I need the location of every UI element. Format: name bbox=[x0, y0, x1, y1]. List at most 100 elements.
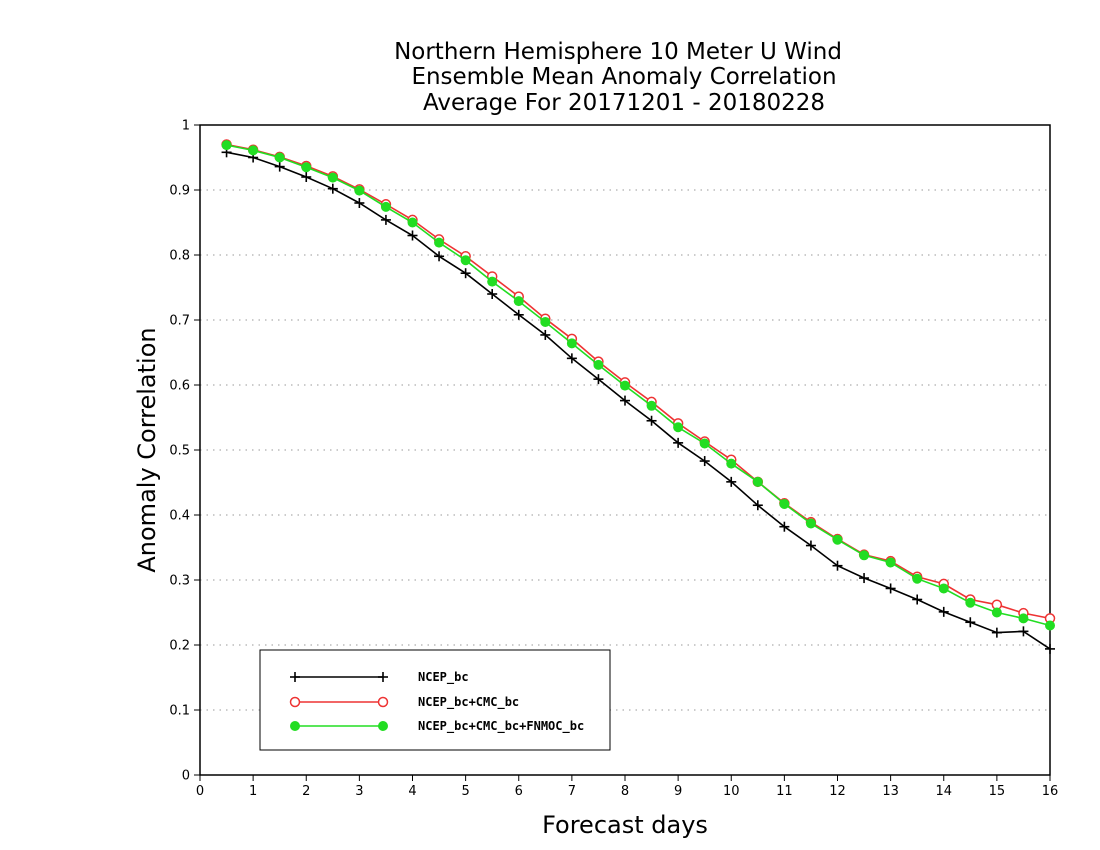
data-point bbox=[290, 672, 300, 682]
legend: NCEP_bc NCEP_bc+CMC_bc NCEP_bc+CMC_bc+FNMO… bbox=[259, 649, 611, 751]
legend-box bbox=[259, 649, 611, 751]
data-point bbox=[805, 518, 816, 529]
data-point bbox=[540, 329, 551, 340]
x-tick-label: 10 bbox=[723, 784, 740, 799]
x-tick-label: 0 bbox=[196, 784, 204, 799]
legend-entry: NCEP_bc bbox=[290, 670, 469, 685]
data-point bbox=[965, 597, 976, 608]
y-tick-label: 0.5 bbox=[169, 444, 190, 459]
data-point bbox=[513, 309, 524, 320]
data-point bbox=[1018, 613, 1029, 624]
legend-label: NCEP_bc bbox=[418, 670, 469, 685]
legend-entry: NCEP_bc+CMC_bc+FNMOC_bc bbox=[290, 719, 584, 734]
data-point bbox=[620, 380, 630, 391]
x-tick-label: 4 bbox=[408, 784, 416, 799]
data-point bbox=[779, 498, 790, 509]
data-point bbox=[779, 521, 790, 532]
title-line-1: Northern Hemisphere 10 Meter U Wind bbox=[394, 39, 842, 65]
x-tick-label: 7 bbox=[568, 784, 576, 799]
data-point bbox=[407, 217, 418, 228]
data-point bbox=[646, 400, 657, 411]
y-axis-label: Anomaly Correlation bbox=[133, 327, 161, 572]
data-point bbox=[274, 152, 285, 163]
data-point bbox=[274, 161, 285, 172]
x-tick-label: 8 bbox=[621, 784, 629, 799]
x-tick-label: 11 bbox=[776, 784, 793, 799]
legend-label: NCEP_bc+CMC_bc+FNMOC_bc bbox=[418, 719, 584, 734]
grid-lines bbox=[200, 189, 1050, 711]
title-line-3: Average For 20171201 - 20180228 bbox=[423, 90, 825, 116]
data-point bbox=[912, 594, 923, 605]
x-tick-label: 12 bbox=[829, 784, 846, 799]
data-point bbox=[354, 185, 365, 196]
chart-title: Northern Hemisphere 10 Meter U Wind Ense… bbox=[394, 39, 842, 116]
data-point bbox=[752, 500, 763, 511]
y-tick-label: 0.2 bbox=[169, 639, 190, 654]
x-tick-label: 9 bbox=[674, 784, 682, 799]
series-2 bbox=[221, 140, 1055, 631]
x-tick-label: 6 bbox=[515, 784, 523, 799]
title-line-2: Ensemble Mean Anomaly Correlation bbox=[411, 64, 836, 90]
series-line bbox=[226, 143, 1051, 620]
series-line bbox=[226, 144, 1051, 627]
data-point bbox=[380, 201, 391, 212]
series-1 bbox=[221, 139, 1056, 624]
data-point bbox=[513, 296, 524, 307]
axis-ticks: 00.10.20.30.40.50.60.70.80.910 1 2 3 4 5 6 7 8 9 1… bbox=[169, 119, 1058, 800]
y-tick-label: 1 bbox=[182, 119, 190, 134]
legend-label: NCEP_bc+CMC_bc bbox=[418, 695, 519, 710]
x-tick-label: 14 bbox=[935, 784, 952, 799]
y-tick-label: 0.1 bbox=[169, 704, 190, 719]
data-point bbox=[434, 237, 445, 248]
y-tick-label: 0.9 bbox=[169, 184, 190, 199]
x-tick-label: 3 bbox=[355, 784, 363, 799]
data-point bbox=[859, 573, 870, 584]
legend-entries: NCEP_bc NCEP_bc+CMC_bc NCEP_bc+CMC_bc+FNMO… bbox=[289, 670, 584, 734]
data-point bbox=[593, 374, 604, 385]
y-tick-label: 0.7 bbox=[169, 314, 190, 329]
data-point bbox=[540, 316, 551, 327]
data-point bbox=[566, 338, 577, 349]
data-point bbox=[673, 422, 684, 433]
data-series bbox=[221, 139, 1056, 654]
data-point bbox=[290, 721, 300, 731]
data-point bbox=[378, 672, 388, 682]
y-tick-label: 0.3 bbox=[169, 574, 190, 589]
data-point bbox=[327, 183, 338, 194]
legend-entry: NCEP_bc+CMC_bc bbox=[289, 695, 519, 710]
data-point bbox=[378, 721, 388, 731]
data-point bbox=[593, 359, 604, 370]
data-point bbox=[460, 255, 471, 266]
data-point bbox=[327, 172, 338, 183]
data-point bbox=[1018, 626, 1029, 637]
data-point bbox=[752, 476, 763, 487]
data-point bbox=[832, 560, 843, 571]
data-point bbox=[991, 607, 1002, 618]
data-point bbox=[965, 617, 976, 628]
data-point bbox=[620, 395, 630, 406]
data-point bbox=[859, 550, 870, 561]
x-tick-label: 13 bbox=[882, 784, 899, 799]
data-point bbox=[646, 415, 657, 426]
y-tick-label: 0.6 bbox=[169, 379, 190, 394]
data-point bbox=[377, 696, 389, 708]
data-point bbox=[487, 276, 498, 287]
data-point bbox=[912, 573, 923, 584]
data-point bbox=[289, 696, 301, 708]
x-tick-label: 2 bbox=[302, 784, 310, 799]
data-point bbox=[885, 557, 896, 568]
data-point bbox=[699, 456, 710, 467]
y-tick-label: 0.4 bbox=[169, 509, 190, 524]
data-point bbox=[832, 534, 843, 545]
data-point bbox=[1045, 643, 1055, 654]
data-point bbox=[726, 458, 737, 469]
series-0 bbox=[221, 147, 1055, 654]
data-point bbox=[487, 289, 498, 299]
y-tick-label: 0 bbox=[182, 769, 190, 784]
y-tick-label: 0.8 bbox=[169, 249, 190, 264]
x-tick-label: 1 bbox=[249, 784, 257, 799]
data-point bbox=[248, 145, 259, 156]
x-tick-label: 5 bbox=[461, 784, 469, 799]
data-point bbox=[407, 230, 418, 241]
